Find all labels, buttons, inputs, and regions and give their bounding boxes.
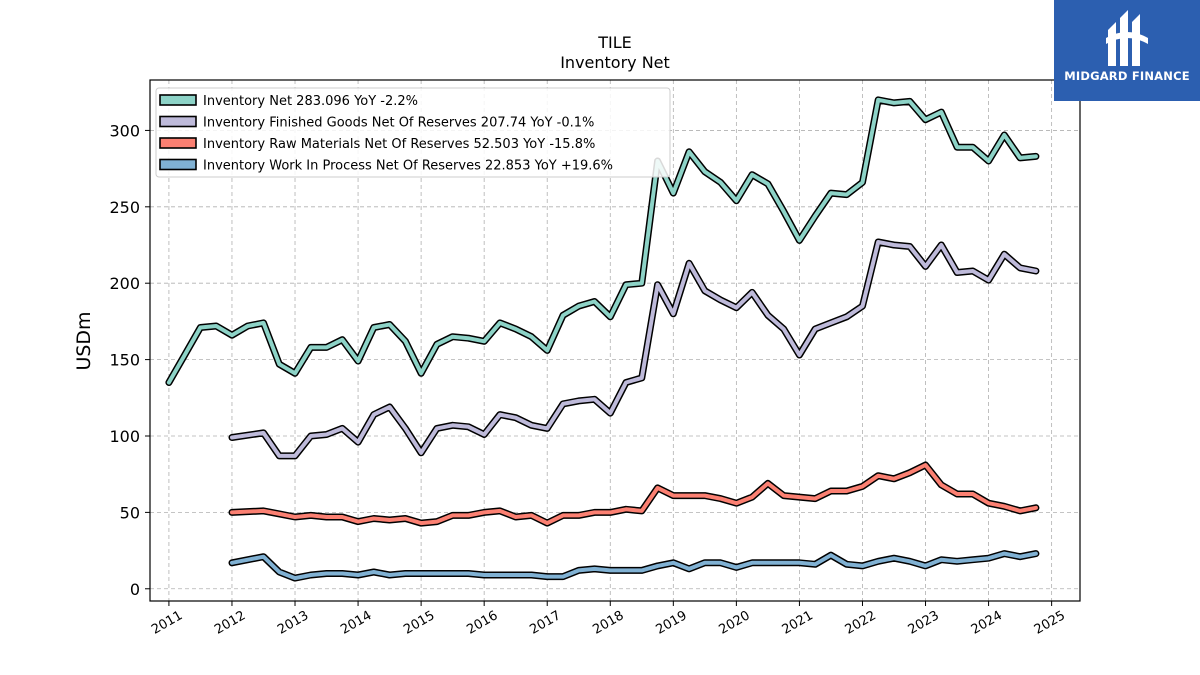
legend-swatch-4 xyxy=(159,158,197,171)
x-tick-label: 2024 xyxy=(969,608,1005,638)
series-line-1 xyxy=(166,97,1038,385)
legend-label-3: Inventory Raw Materials Net Of Reserves … xyxy=(203,137,595,152)
x-tick-label: 2022 xyxy=(843,608,879,638)
x-tick-label: 2025 xyxy=(1032,608,1068,638)
legend-swatch-3 xyxy=(159,137,197,149)
legend-swatch-2 xyxy=(159,115,197,128)
series-outline-3 xyxy=(228,461,1040,527)
plot-frame xyxy=(149,79,1081,602)
x-tick-label: 2017 xyxy=(527,608,563,638)
x-tick-label: 2014 xyxy=(338,608,374,638)
y-axis-label: USDm xyxy=(73,311,95,370)
legend-label-4: Inventory Work In Process Net Of Reserve… xyxy=(203,159,613,174)
legend-label-1: Inventory Net 283.096 YoY -2.2% xyxy=(203,94,418,109)
y-tick-label: 50 xyxy=(120,503,140,522)
legend: Inventory Net 283.096 YoY -2.2% Inventory… xyxy=(155,87,671,178)
series-line-2 xyxy=(230,240,1038,458)
series-line-3 xyxy=(230,463,1038,526)
y-ticks: 0 50 100 150 200 250 300 xyxy=(109,121,150,599)
y-tick-label: 100 xyxy=(109,427,140,446)
series-lines xyxy=(165,96,1040,582)
logo-text: MIDGARD FINANCE xyxy=(1064,69,1190,83)
y-tick-label: 300 xyxy=(109,121,140,140)
x-tick-label: 2021 xyxy=(780,608,816,638)
y-tick-label: 250 xyxy=(109,198,140,217)
x-tick-label: 2012 xyxy=(212,608,248,638)
series-line-4 xyxy=(230,551,1038,581)
chart-title: TILE xyxy=(597,33,632,52)
legend-label-2: Inventory Finished Goods Net Of Reserves… xyxy=(203,116,594,131)
y-tick-label: 0 xyxy=(130,580,140,599)
x-tick-label: 2011 xyxy=(149,608,185,638)
legend-swatch-1 xyxy=(159,94,197,106)
x-tick-label: 2023 xyxy=(906,608,942,638)
chart-subtitle: Inventory Net xyxy=(560,53,670,72)
logo-mark-icon xyxy=(1106,10,1148,66)
x-ticks: 2011 2012 2013 2014 2015 2016 2017 2018 2019 2020… xyxy=(149,601,1068,638)
y-tick-label: 150 xyxy=(109,351,140,370)
x-tick-label: 2019 xyxy=(653,608,689,638)
y-tick-label: 200 xyxy=(109,274,140,293)
x-tick-label: 2018 xyxy=(590,608,626,638)
x-tick-label: 2013 xyxy=(275,608,311,638)
legend-frame xyxy=(155,87,671,178)
midgard-finance-logo: MIDGARD FINANCE xyxy=(1054,0,1200,101)
x-tick-label: 2016 xyxy=(464,608,500,638)
x-tick-label: 2015 xyxy=(401,608,437,638)
x-tick-label: 2020 xyxy=(717,608,753,638)
